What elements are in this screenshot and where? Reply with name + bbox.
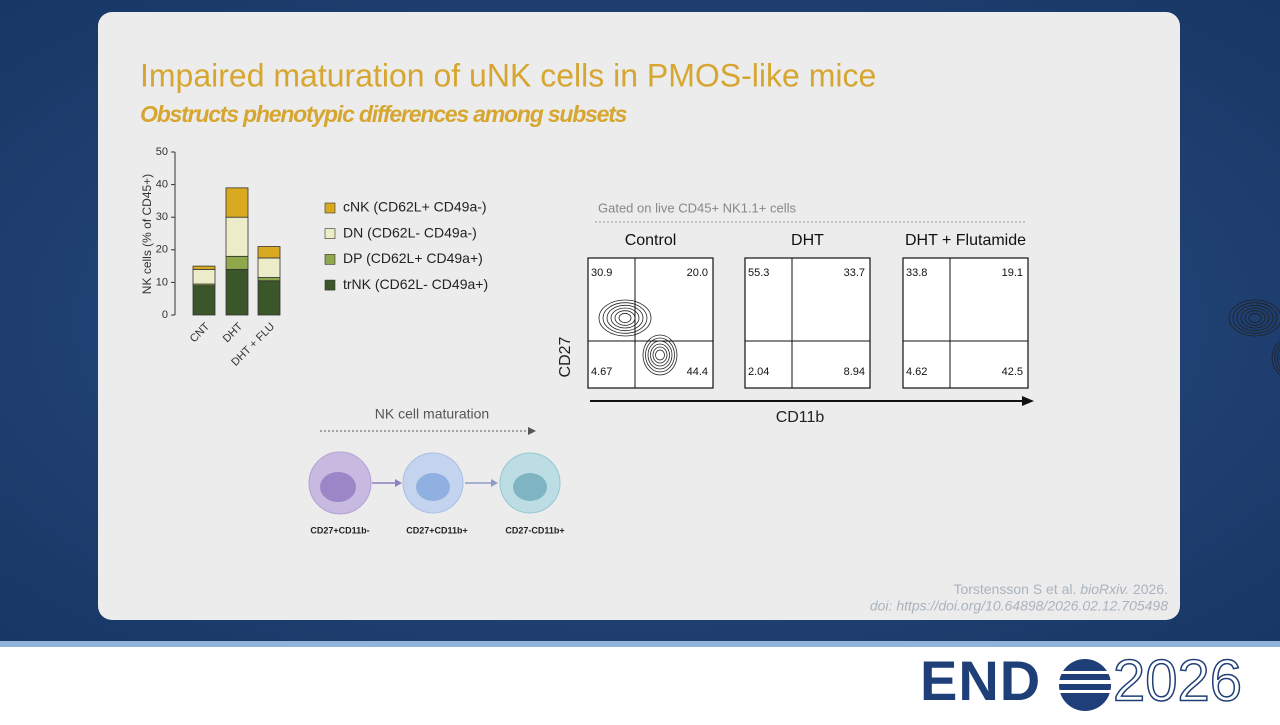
- legend-label: cNK (CD62L+ CD49a-): [343, 199, 487, 215]
- plot-frame: [744, 257, 871, 389]
- stage-label: CD27+CD11b+: [406, 525, 468, 535]
- bar-segment: [257, 246, 281, 259]
- gate-note: Gated on live CD45+ NK1.1+ cells: [598, 200, 796, 215]
- legend-label: DN (CD62L- CD49a-): [343, 224, 477, 240]
- contour: [652, 346, 668, 364]
- quadrant-value: 33.7: [844, 267, 865, 279]
- quadrant-value: 4.67: [591, 366, 612, 378]
- stage-label: CD27-CD11b+: [505, 525, 564, 535]
- citation-authors: Torstensson S et al.: [953, 581, 1076, 597]
- contour: [606, 304, 644, 332]
- flow-x-label: CD11b: [776, 409, 825, 426]
- bar-segment: [257, 257, 281, 278]
- quadrant-value: 2.04: [748, 366, 769, 378]
- legend: trNK (CD62L- CD49a+) DP (CD62L+ CD49a+) DN…: [324, 199, 488, 292]
- y-tick-label: 20: [156, 244, 168, 256]
- logo-right: 2026: [1113, 648, 1242, 713]
- bar-segment: [225, 255, 249, 270]
- y-tick-label: 50: [156, 146, 168, 158]
- nucleus: [320, 472, 356, 502]
- contour: [1248, 312, 1262, 324]
- quadrant-value: 8.94: [844, 366, 865, 378]
- quadrant-value: 44.4: [687, 366, 708, 378]
- maturation-title: NK cell maturation: [375, 406, 489, 422]
- globe: [1059, 659, 1111, 711]
- contour: [1232, 302, 1278, 334]
- quadrant-value: 33.8: [906, 267, 927, 279]
- contour: [645, 337, 675, 373]
- quadrant-value: 42.5: [1002, 366, 1023, 378]
- contour: [598, 299, 652, 337]
- quadrant-value: 4.62: [906, 366, 927, 378]
- contour: [618, 312, 632, 324]
- globe-band: [1055, 671, 1115, 674]
- contour: [655, 349, 665, 361]
- contour: [1244, 310, 1266, 326]
- legend-swatch: [324, 228, 336, 239]
- quadrant-value: 20.0: [687, 267, 708, 279]
- arrow-head: [1022, 396, 1034, 406]
- contour: [1240, 307, 1270, 329]
- nucleus: [416, 473, 450, 501]
- panel-title: DHT: [791, 232, 824, 249]
- citation-doi: doi: https://doi.org/10.64898/2026.02.12…: [870, 598, 1168, 614]
- contour: [642, 334, 678, 376]
- arrow-head: [528, 427, 536, 435]
- logo-left: END: [920, 649, 1041, 712]
- y-tick-label: 40: [156, 179, 168, 191]
- title: Impaired maturation of uNK cells in PMOS…: [140, 57, 876, 93]
- panel-title: DHT + Flutamide: [905, 232, 1026, 249]
- bar-segment: [192, 268, 216, 285]
- bar-segment: [192, 285, 216, 316]
- citation-journal: bioRxiv.: [1080, 581, 1129, 597]
- stripe: [0, 641, 1280, 647]
- contour: [1274, 344, 1280, 372]
- stage-label: CD27+CD11b-: [310, 525, 369, 535]
- flow-panels: Control 30.9 20.0 4.67 44.4 DHT 55.3 33.7 2.04 8.…: [587, 232, 1280, 389]
- contour: [610, 307, 640, 329]
- contour: [1276, 348, 1280, 368]
- quadrant-value: 55.3: [748, 267, 769, 279]
- bar-segment: [192, 265, 216, 270]
- y-axis-label: NK cells (% of CD45+): [140, 174, 154, 294]
- contour: [650, 343, 670, 367]
- legend-label: trNK (CD62L- CD49a+): [343, 276, 488, 292]
- arrow-head: [491, 479, 498, 487]
- globe-band: [1055, 690, 1115, 693]
- legend-swatch: [324, 279, 336, 291]
- quadrant-value: 19.1: [1002, 267, 1023, 279]
- bar-segment: [257, 280, 281, 316]
- contour: [602, 302, 648, 334]
- contour: [1271, 340, 1280, 376]
- legend-label: DP (CD62L+ CD49a+): [343, 250, 483, 266]
- plot-frame: [902, 257, 1029, 389]
- y-tick-label: 0: [162, 309, 168, 321]
- citation: Torstensson S et al. bioRxiv. 2026.: [953, 581, 1168, 597]
- globe-band: [1055, 680, 1115, 684]
- legend-swatch: [324, 254, 336, 265]
- cells: [308, 451, 561, 515]
- citation-year: 2026.: [1133, 581, 1168, 597]
- contour: [1236, 304, 1274, 332]
- bar-segment: [225, 268, 249, 316]
- bar-segment: [225, 187, 249, 218]
- arrow-head: [395, 479, 402, 487]
- y-tick-label: 10: [156, 276, 168, 288]
- logo-globe: [1055, 659, 1115, 711]
- quadrant-value: 30.9: [591, 267, 612, 279]
- bar-segment: [257, 277, 281, 282]
- nucleus: [513, 473, 547, 501]
- subtitle: Obstructs phenotypic differences among s…: [140, 101, 627, 127]
- y-tick-label: 30: [156, 211, 168, 223]
- flow-y-label: CD27: [557, 336, 574, 377]
- bar-segment: [225, 216, 249, 257]
- legend-swatch: [324, 202, 336, 214]
- contour: [1228, 299, 1280, 337]
- panel-title: Control: [625, 232, 677, 249]
